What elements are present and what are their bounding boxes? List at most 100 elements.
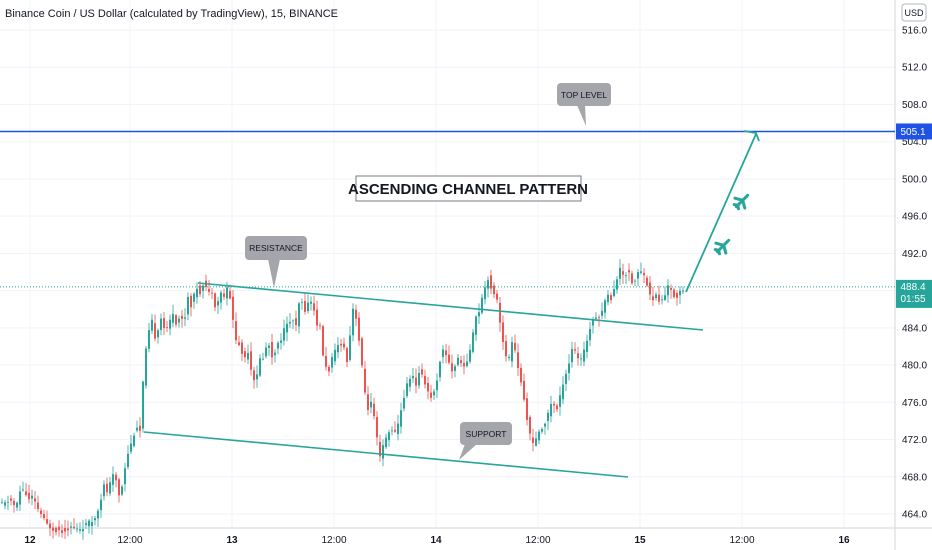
candle-body (394, 429, 396, 432)
candle-body (175, 315, 177, 325)
candle-body (622, 271, 624, 275)
y-tick-label: 476.0 (902, 398, 927, 409)
candle-body (148, 330, 150, 349)
projection-arrow-line[interactable] (685, 133, 757, 293)
time-axis[interactable]: 12 12:00 13 12:00 14 12:00 15 12:00 16 (24, 535, 850, 546)
candle-body (562, 384, 564, 400)
candle-body (430, 392, 432, 398)
support-trendline[interactable] (143, 431, 629, 478)
candle-body (7, 501, 9, 503)
candle-body (244, 351, 246, 358)
candle-body (142, 381, 144, 429)
candle-body (682, 290, 684, 292)
candle-body (55, 527, 57, 532)
candle-body (514, 342, 516, 351)
candle-body (217, 301, 219, 306)
candle-body (547, 412, 549, 421)
candle-body (40, 510, 42, 515)
candle-body (670, 287, 672, 290)
candle-body (253, 370, 255, 381)
candle-body (595, 317, 597, 319)
currency-button[interactable]: USD (901, 3, 927, 22)
pattern-title: ASCENDING CHANNEL PATTERN (348, 181, 588, 198)
candle-body (223, 293, 225, 297)
candle-body (130, 443, 132, 452)
candle-body (472, 332, 474, 352)
candle-body (580, 358, 582, 360)
candle-body (298, 303, 300, 327)
candle-body (304, 300, 306, 312)
candle-body (607, 294, 609, 303)
candle-body (115, 474, 117, 481)
candle-body (103, 484, 105, 497)
pattern-title-box[interactable]: ASCENDING CHANNEL PATTERN (348, 175, 588, 202)
projection-arrowhead (743, 130, 760, 142)
candle-body (85, 523, 87, 526)
candle-body (301, 302, 303, 304)
candle-body (139, 425, 141, 431)
candle-body (76, 528, 78, 530)
candle-body (16, 502, 18, 508)
candle-body (259, 358, 261, 376)
candle-body (469, 349, 471, 362)
candle-body (307, 302, 309, 312)
candle-body (256, 374, 258, 380)
candle-body (451, 363, 453, 372)
candle-body (88, 520, 90, 527)
candle-body (28, 492, 30, 500)
candle-body (346, 348, 348, 363)
candle-body (559, 395, 561, 407)
candle-body (58, 526, 60, 531)
candle-body (283, 328, 285, 341)
price-axis[interactable]: 516.0512.0508.0504.0500.0496.0492.0488.0… (902, 26, 927, 521)
top-level-price-tag: 505.1 (896, 123, 932, 140)
candle-body (64, 528, 66, 532)
candle-body (220, 292, 222, 303)
top-level-callout[interactable]: TOP LEVEL (557, 83, 611, 126)
candle-body (610, 295, 612, 301)
candle-body (598, 317, 600, 319)
candle-body (379, 441, 381, 457)
candle-body (151, 319, 153, 331)
candle-body (145, 348, 147, 386)
candle-body (490, 275, 492, 289)
resistance-trendline[interactable] (197, 282, 704, 331)
candle-body (646, 277, 648, 286)
candle-body (667, 285, 669, 296)
support-label: SUPPORT (466, 429, 507, 439)
candle-body (136, 427, 138, 431)
candle-body (496, 293, 498, 300)
candle-body (604, 300, 606, 313)
x-tick-label: 16 (838, 535, 850, 546)
candle-body (196, 288, 198, 298)
candle-body (160, 318, 162, 330)
currency-label: USD (904, 8, 924, 18)
candle-body (172, 313, 174, 323)
candle-body (493, 285, 495, 295)
y-tick-label: 464.0 (902, 510, 927, 521)
resistance-label: RESISTANCE (249, 243, 303, 253)
candle-body (658, 294, 660, 302)
candle-body (127, 453, 129, 468)
candle-body (100, 499, 102, 511)
y-tick-label: 512.0 (902, 63, 927, 74)
candle-body (487, 279, 489, 289)
y-tick-label: 468.0 (902, 472, 927, 483)
candle-body (178, 318, 180, 323)
candle-body (358, 317, 360, 341)
resistance-callout[interactable]: RESISTANCE (245, 236, 307, 288)
candle-body (22, 489, 24, 491)
candle-body (568, 363, 570, 374)
candle-body (121, 486, 123, 495)
candle-body (211, 292, 213, 294)
candle-body (535, 438, 537, 446)
candle-body (373, 403, 375, 417)
support-callout[interactable]: SUPPORT (459, 422, 512, 460)
candle-body (517, 352, 519, 369)
candle-body (124, 468, 126, 485)
candle-body (238, 342, 240, 346)
candle-body (280, 340, 282, 343)
candle-body (421, 369, 423, 375)
candle-body (631, 273, 633, 284)
